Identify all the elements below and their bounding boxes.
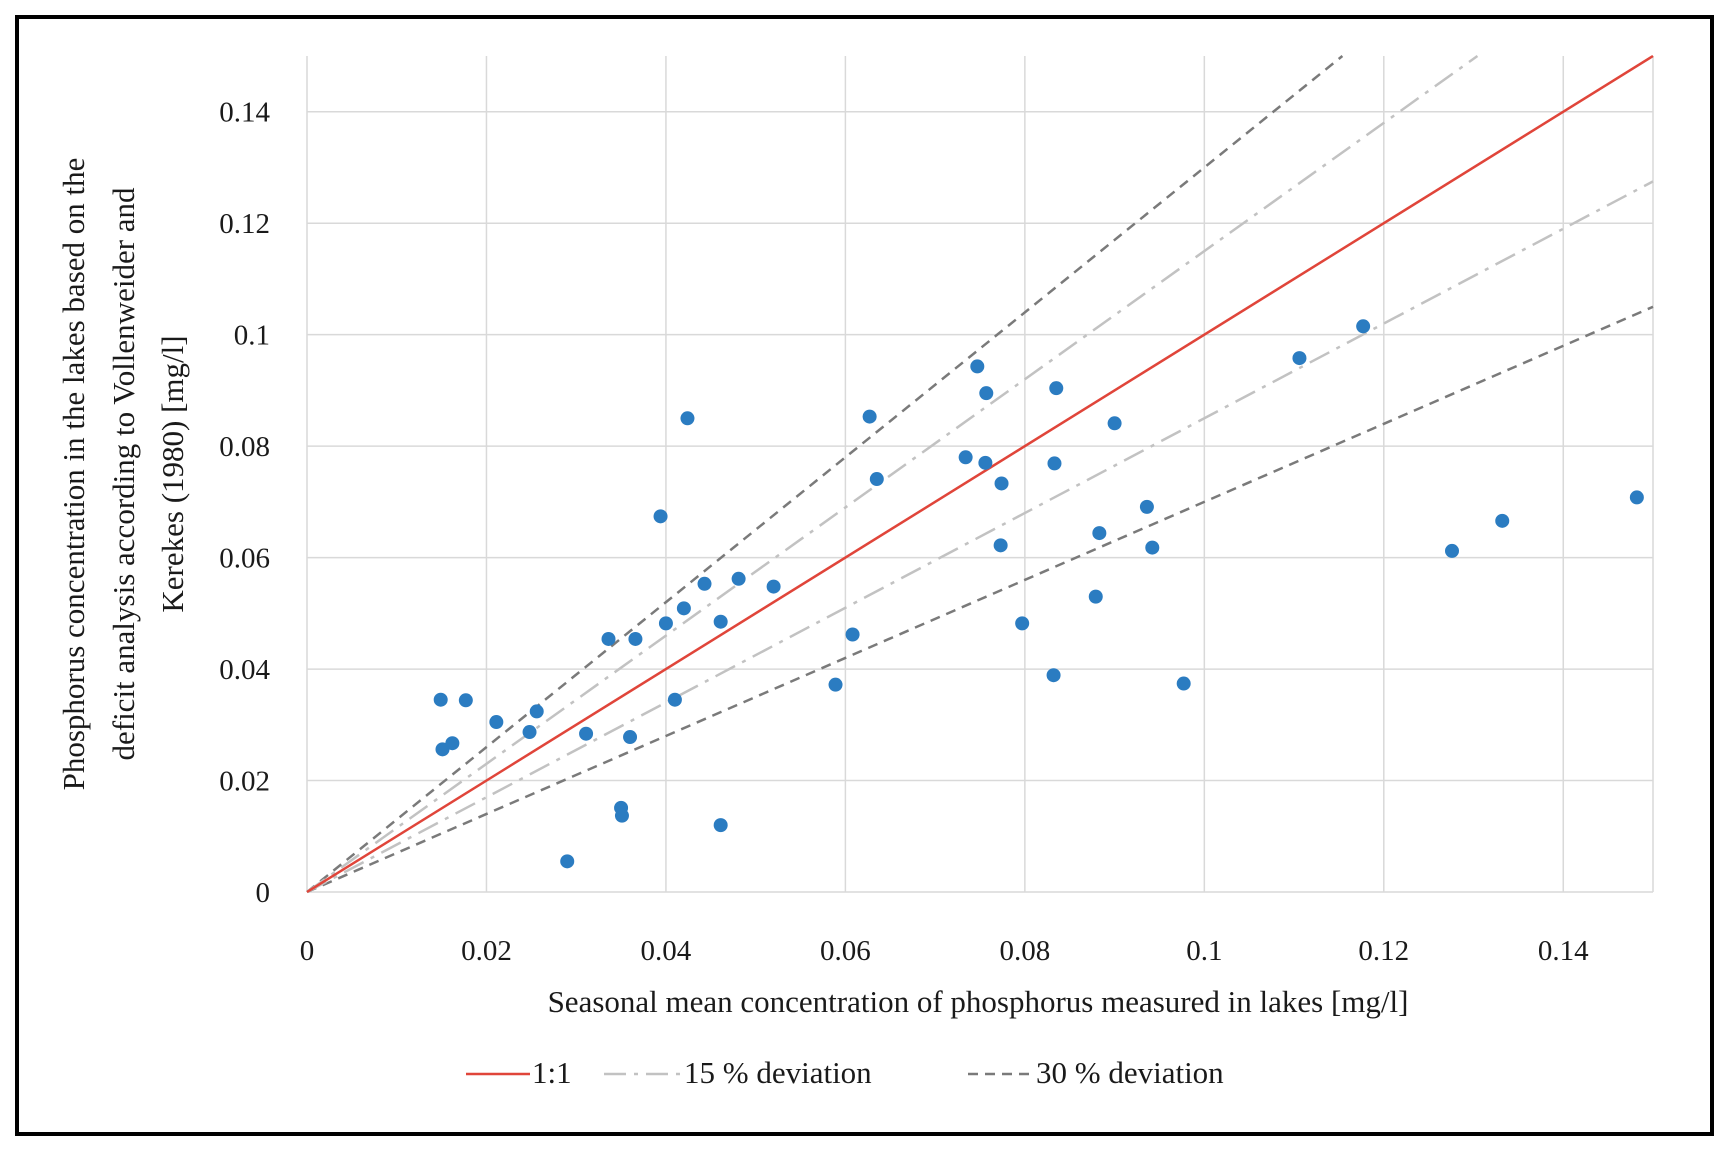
data-point-44 bbox=[1292, 351, 1307, 366]
y-axis-title-line-2: Kerekes (1980) [mg/l] bbox=[155, 335, 190, 612]
data-point-3 bbox=[458, 693, 473, 708]
x-tick-label-3: 0.06 bbox=[820, 935, 871, 967]
x-tick-label-0: 0 bbox=[300, 935, 315, 967]
x-tick-label-7: 0.14 bbox=[1538, 935, 1589, 967]
data-point-23 bbox=[766, 579, 781, 594]
data-point-8 bbox=[579, 726, 594, 741]
y-tick-label-4: 0.08 bbox=[219, 431, 270, 463]
data-point-16 bbox=[667, 692, 682, 707]
y-axis-title-line-1: deficit analysis according to Vollenweid… bbox=[106, 187, 141, 761]
legend-label-2: 30 % deviation bbox=[1036, 1055, 1224, 1090]
x-axis-title: Seasonal mean concentration of phosphoru… bbox=[548, 984, 1409, 1019]
data-point-25 bbox=[845, 627, 860, 642]
data-point-47 bbox=[1495, 513, 1510, 528]
y-axis-title: Phosphorus concentration in the lakes ba… bbox=[56, 158, 190, 791]
data-point-48 bbox=[1629, 490, 1644, 505]
data-point-17 bbox=[676, 601, 691, 616]
data-point-14 bbox=[653, 509, 668, 524]
data-point-31 bbox=[979, 386, 994, 401]
data-point-33 bbox=[993, 538, 1008, 553]
data-point-7 bbox=[560, 854, 575, 869]
data-point-13 bbox=[628, 631, 643, 646]
data-point-43 bbox=[1176, 676, 1191, 691]
data-point-5 bbox=[522, 725, 537, 740]
data-point-41 bbox=[1139, 499, 1154, 514]
y-tick-label-6: 0.12 bbox=[219, 208, 270, 240]
legend: 1:1 15 % deviation 30 % deviation bbox=[466, 1055, 1224, 1090]
data-point-0 bbox=[433, 692, 448, 707]
data-point-24 bbox=[828, 677, 843, 692]
data-point-37 bbox=[1049, 381, 1064, 396]
data-points bbox=[433, 319, 1644, 869]
x-axis-ticks: 0 0.02 0.04 0.06 0.08 0.1 0.12 0.14 bbox=[300, 935, 1589, 967]
reference-line-15-deviation-1 bbox=[306, 180, 1654, 894]
data-point-32 bbox=[994, 476, 1009, 491]
x-tick-label-5: 0.1 bbox=[1186, 935, 1222, 967]
data-point-45 bbox=[1356, 319, 1371, 334]
data-point-2 bbox=[445, 736, 460, 751]
grid bbox=[306, 56, 1654, 893]
data-point-28 bbox=[958, 450, 973, 465]
data-point-35 bbox=[1046, 668, 1061, 683]
data-point-20 bbox=[713, 614, 728, 629]
y-axis-ticks: 0 0.02 0.04 0.06 0.08 0.1 0.12 0.14 bbox=[219, 97, 270, 909]
data-point-12 bbox=[623, 730, 638, 745]
data-point-29 bbox=[970, 359, 985, 374]
y-tick-label-7: 0.14 bbox=[219, 97, 270, 129]
data-point-22 bbox=[731, 571, 746, 586]
data-point-46 bbox=[1444, 543, 1459, 558]
data-point-30 bbox=[978, 455, 993, 470]
data-point-9 bbox=[601, 631, 616, 646]
y-tick-label-2: 0.04 bbox=[219, 654, 270, 686]
data-point-21 bbox=[713, 818, 728, 833]
reference-line-30-deviation-1 bbox=[306, 305, 1654, 894]
data-point-42 bbox=[1145, 540, 1160, 555]
reference-line-1-1-0 bbox=[306, 54, 1654, 894]
data-point-6 bbox=[529, 704, 544, 719]
reference-lines bbox=[306, 54, 1654, 894]
data-point-26 bbox=[862, 409, 877, 424]
data-point-40 bbox=[1107, 416, 1122, 431]
data-point-4 bbox=[489, 715, 504, 730]
y-tick-label-3: 0.06 bbox=[219, 543, 270, 575]
x-tick-label-1: 0.02 bbox=[461, 935, 512, 967]
data-point-15 bbox=[658, 616, 673, 631]
x-tick-label-4: 0.08 bbox=[999, 935, 1050, 967]
reference-line-30-deviation-0 bbox=[306, 55, 1344, 893]
legend-label-0: 1:1 bbox=[532, 1055, 572, 1090]
y-tick-label-5: 0.1 bbox=[234, 320, 270, 352]
reference-line-15-deviation-0 bbox=[306, 54, 1479, 894]
data-point-38 bbox=[1088, 589, 1103, 604]
y-axis-title-line-0: Phosphorus concentration in the lakes ba… bbox=[56, 158, 91, 791]
y-tick-label-0: 0 bbox=[256, 877, 271, 909]
legend-label-1: 15 % deviation bbox=[684, 1055, 872, 1090]
y-tick-label-1: 0.02 bbox=[219, 766, 270, 798]
data-point-34 bbox=[1015, 616, 1030, 631]
data-point-18 bbox=[680, 411, 695, 426]
x-tick-label-6: 0.12 bbox=[1358, 935, 1409, 967]
data-point-11 bbox=[614, 808, 629, 823]
x-tick-label-2: 0.04 bbox=[641, 935, 692, 967]
data-point-36 bbox=[1047, 456, 1062, 471]
data-point-27 bbox=[869, 472, 884, 487]
data-point-39 bbox=[1092, 526, 1107, 541]
chart-border bbox=[15, 15, 1714, 1136]
data-point-19 bbox=[697, 576, 712, 591]
